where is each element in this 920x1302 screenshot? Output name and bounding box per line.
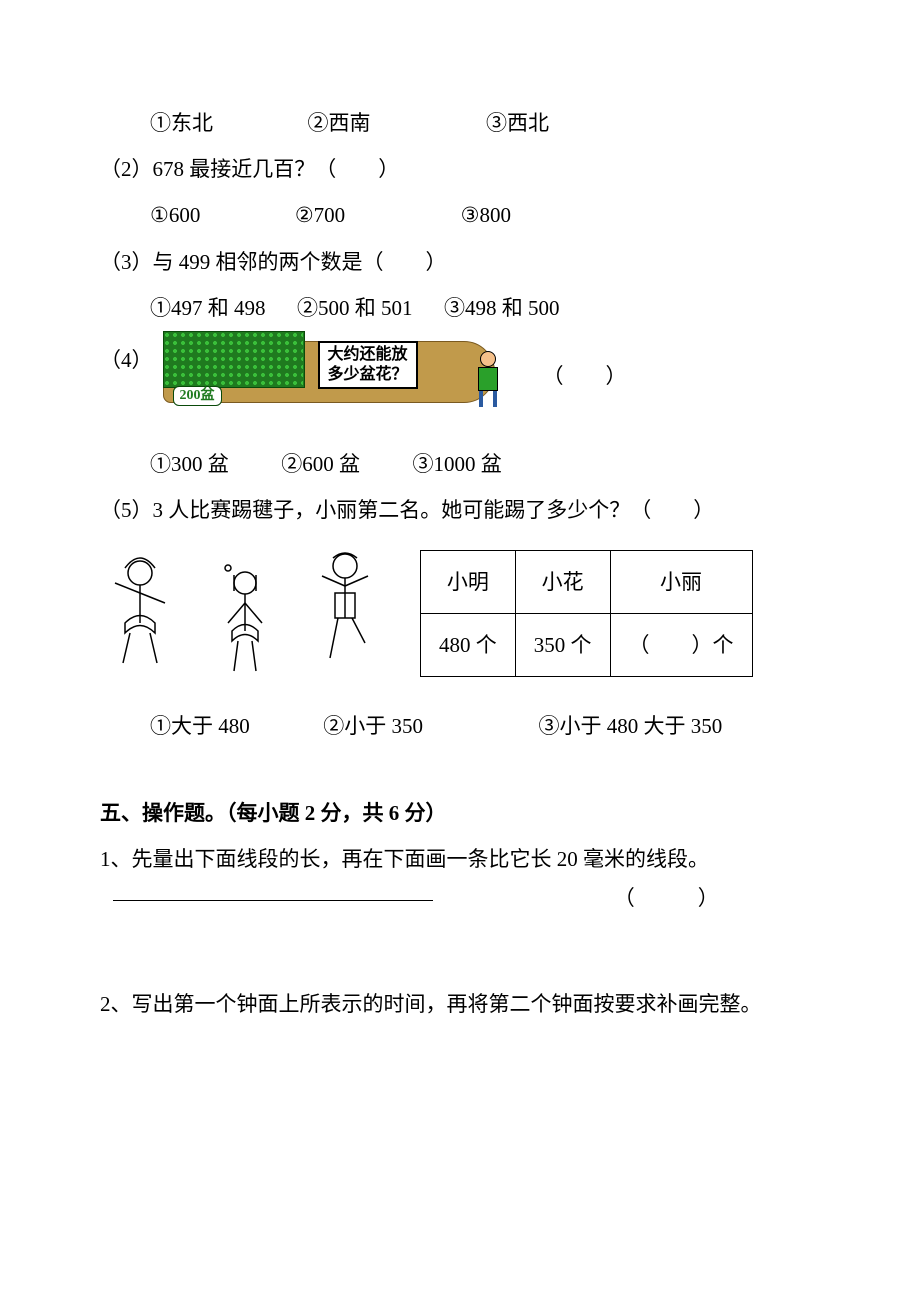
kid1-icon [105, 553, 175, 689]
q1-opt3: ③西北 [486, 111, 549, 135]
kid2-icon [210, 563, 280, 699]
q2-opt3: ③800 [461, 203, 511, 227]
q4-answer-blank: （ ） [543, 353, 627, 399]
q2-opt2: ②700 [295, 203, 345, 227]
q3-opt1: ①497 和 498 [150, 296, 266, 320]
q3-opt3: ③498 和 500 [444, 296, 560, 320]
speech-bubble: 大约还能放 多少盆花？ [318, 341, 418, 389]
q4-opt3: ③1000 盆 [413, 452, 502, 476]
q5-th2: 小花 [515, 550, 610, 613]
line-segment [113, 900, 433, 901]
speech-line2: 多少盆花？ [328, 365, 408, 385]
q1-opt2: ②西南 [308, 111, 371, 135]
q3-opt2: ②500 和 501 [297, 296, 413, 320]
q4-row: （4） 200盆 大约还能放 多少盆花？ （ ） [100, 331, 820, 421]
q4-opt1: ①300 盆 [150, 452, 229, 476]
q5-figure-row: 小明 小花 小丽 480 个 350 个 （ ）个 [100, 543, 820, 683]
q2-opt1: ①600 [150, 203, 200, 227]
q3-options: ①497 和 498 ②500 和 501 ③498 和 500 [100, 285, 820, 331]
q5-stem: （5）3 人比赛踢毽子，小丽第二名。她可能踢了多少个？（ ） [100, 487, 820, 533]
sec5-q1-line-row: （ ） [100, 886, 820, 911]
table-row: 480 个 350 个 （ ）个 [421, 613, 753, 676]
q1-opt1: ①东北 [150, 111, 213, 135]
q2-stem: （2）678 最接近几百？（ ） [100, 146, 820, 192]
q5-opt1: ①大于 480 [150, 714, 250, 738]
kids-illustration [100, 543, 390, 683]
sec5-q1-blank: （ ） [614, 886, 719, 910]
q5-td2: 350 个 [515, 613, 610, 676]
q4-label: （4） [100, 331, 153, 383]
q5-table: 小明 小花 小丽 480 个 350 个 （ ）个 [420, 550, 753, 677]
q5-options: ①大于 480 ②小于 350 ③小于 480 大于 350 [100, 703, 820, 749]
flowerbed-count-tag: 200盆 [173, 386, 222, 406]
flowerbed-texture [163, 331, 303, 386]
q5-opt3: ③小于 480 大于 350 [539, 714, 723, 738]
q4-options: ①300 盆 ②600 盆 ③1000 盆 [100, 441, 820, 487]
q3-stem: （3）与 499 相邻的两个数是（ ） [100, 239, 820, 285]
sec5-q2: 2、写出第一个钟面上所表示的时间，再将第二个钟面按要求补画完整。 [100, 981, 820, 1027]
section5-title: 五、操作题。（每小题 2 分，共 6 分） [100, 790, 820, 836]
q5-th1: 小明 [421, 550, 516, 613]
speech-line1: 大约还能放 [328, 345, 408, 365]
q4-opt2: ②600 盆 [281, 452, 360, 476]
q4-figure: 200盆 大约还能放 多少盆花？ [163, 331, 503, 421]
q5-td3: （ ）个 [610, 613, 752, 676]
table-row: 小明 小花 小丽 [421, 550, 753, 613]
q2-options: ①600 ②700 ③800 [100, 192, 820, 238]
gardener-icon [473, 351, 503, 406]
q1-options: ①东北 ②西南 ③西北 [100, 100, 820, 146]
kid3-icon [310, 548, 380, 684]
q5-th3: 小丽 [610, 550, 752, 613]
q5-td1: 480 个 [421, 613, 516, 676]
sec5-q1: 1、先量出下面线段的长，再在下面画一条比它长 20 毫米的线段。 [100, 836, 820, 882]
q5-opt2: ②小于 350 [323, 714, 423, 738]
